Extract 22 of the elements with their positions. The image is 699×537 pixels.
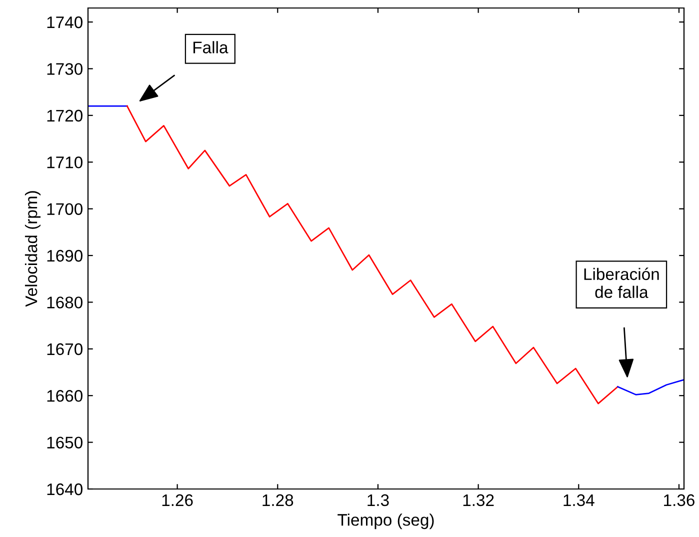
x-tick-label: 1.32 (463, 494, 494, 506)
x-tick-label: 1.36 (664, 494, 694, 506)
x-axis-title: Tiempo (seg) (338, 514, 434, 530)
annotation: Falla (193, 41, 228, 54)
x-tick-label: 1.26 (162, 494, 193, 506)
y-tick-label: 1660 (47, 390, 82, 402)
y-tick-label: 1650 (47, 436, 82, 449)
y-tick-label: 1700 (47, 203, 82, 216)
y-tick-label: 1730 (47, 63, 82, 75)
y-tick-label: 1740 (47, 16, 82, 28)
annotation: Liberación de falla (584, 268, 659, 298)
x-tick-label: 1.3 (368, 494, 389, 506)
y-tick-label: 1680 (47, 296, 82, 308)
y-tick-label: 1640 (47, 483, 82, 496)
y-tick-label: 1670 (47, 343, 82, 356)
y-tick-label: 1710 (47, 156, 82, 168)
line-series (617, 379, 684, 396)
y-tick-label: 1720 (47, 110, 82, 122)
y-axis-title: Velocidad (rpm) (24, 191, 41, 307)
x-tick-label: 1.28 (262, 494, 294, 506)
y-tick-label: 1690 (47, 250, 82, 262)
x-tick-label: 1.34 (564, 494, 594, 506)
